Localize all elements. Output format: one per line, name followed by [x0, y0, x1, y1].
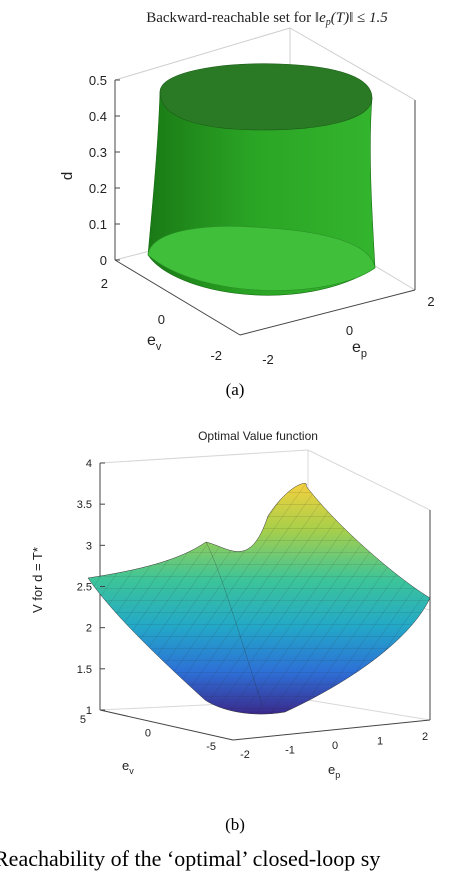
y-axis-ticks: 2 0 -2 [101, 276, 222, 363]
figure-a: 0 0.1 0.2 0.3 0.4 0.5 2 0 -2 -2 0 2 Backward-reac… [0, 0, 470, 410]
z-axis-ticks: 0 0.1 0.2 0.3 0.4 0.5 [89, 73, 120, 268]
z-axis-tick-label: 0.5 [89, 73, 107, 88]
z-axis-b-tick-label: 2 [86, 623, 92, 635]
z-axis-tick-label: 0 [100, 253, 107, 268]
x-axis-tick-label: -2 [262, 352, 274, 367]
axes-frame [114, 80, 416, 336]
x-axis-ticks: -2 0 2 [262, 294, 434, 367]
x-axis-ticks-b: -2 -1 0 1 2 [240, 731, 428, 761]
y-axis-b-tick-label: -5 [206, 741, 216, 753]
x-axis-label-b: ep [328, 762, 340, 780]
y-axis-b-tick-label: 5 [80, 714, 86, 726]
z-axis-b-tick-label: 1.5 [77, 664, 92, 676]
z-axis-b-tick-label: 3.5 [77, 499, 92, 511]
y-axis-tick-label: -2 [210, 348, 222, 363]
reachable-set-top [159, 63, 373, 131]
x-axis-b-tick-label: 2 [422, 731, 428, 743]
value-function-surface [87, 483, 431, 715]
z-axis-b-tick-label: 4 [86, 458, 92, 470]
z-axis-b-tick-label: 3 [86, 540, 92, 552]
x-axis-b-tick-label: 0 [332, 740, 338, 752]
y-axis-b-tick-label: 0 [145, 728, 151, 740]
y-axis-label: ev [147, 332, 162, 353]
y-axis-ticks-b: 5 0 -5 [80, 714, 216, 753]
z-axis-tick-label: 0.1 [89, 217, 107, 232]
figure-b-plot: 1 1.5 2 2.5 3 3.5 4 5 0 -5 -2 -1 0 1 2 Optimal Value… [30, 429, 431, 780]
z-axis-label: d [59, 172, 76, 180]
trailing-caption-text: Reachability of the ‘optimal’ closed-loo… [0, 846, 381, 871]
z-axis-tick-label: 0.4 [89, 109, 107, 124]
x-axis-b-tick-label: -1 [285, 745, 295, 757]
x-axis-label: ep [352, 339, 367, 360]
z-axis-b-tick-label: 2.5 [77, 582, 92, 594]
figure-a-plot: 0 0.1 0.2 0.3 0.4 0.5 2 0 -2 -2 0 2 Backward-reac… [59, 10, 435, 367]
z-axis-b-tick-label: 1 [86, 705, 92, 717]
figure-b-title: Optimal Value function [198, 429, 318, 443]
y-axis-tick-label: 0 [158, 312, 165, 327]
x-axis-tick-label: 2 [427, 294, 434, 309]
x-axis-tick-label: 0 [346, 323, 353, 338]
z-axis-label-b: V for d = T* [30, 547, 45, 613]
figure-a-caption: (a) [225, 380, 245, 399]
y-axis-label-b: ev [122, 758, 134, 776]
reachable-set-bottom [147, 226, 376, 291]
x-axis-b-tick-label: -2 [240, 749, 250, 761]
figure-b-caption: (b) [225, 815, 245, 834]
figure-b: 1 1.5 2 2.5 3 3.5 4 5 0 -5 -2 -1 0 1 2 Optimal Value… [0, 420, 470, 840]
z-axis-ticks-b: 1 1.5 2 2.5 3 3.5 4 [77, 458, 105, 717]
z-axis-tick-label: 0.2 [89, 181, 107, 196]
x-axis-b-tick-label: 1 [377, 736, 383, 748]
y-axis-tick-label: 2 [101, 276, 108, 291]
z-axis-tick-label: 0.3 [89, 145, 107, 160]
figure-a-title: Backward-reachable set for ‖ep(T)‖ ≤ 1.5 [146, 10, 388, 28]
